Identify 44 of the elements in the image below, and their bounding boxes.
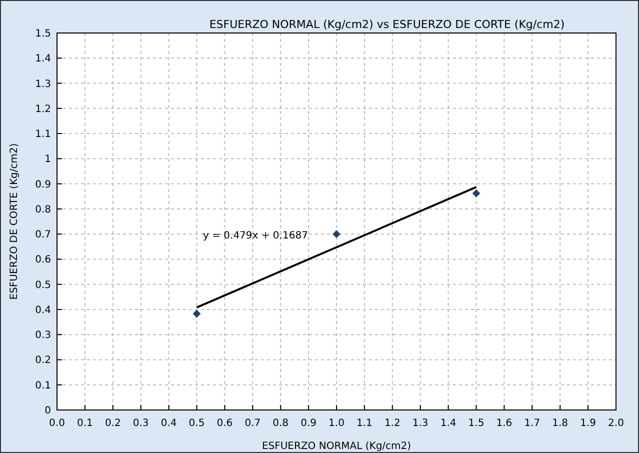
x-tick-label: 0.8 (272, 418, 289, 429)
y-tick-label: 0.8 (35, 204, 51, 216)
y-tick-label: 1.5 (35, 28, 51, 40)
y-tick-label: 1.1 (35, 129, 51, 140)
y-axis-title: ESFUERZO DE CORTE (Kg/cm2) (9, 143, 20, 300)
y-tick-label: 1.2 (35, 104, 51, 115)
x-axis-title: ESFUERZO NORMAL (Kg/cm2) (262, 441, 412, 452)
annotation: y = 0.479x + 0.1687 (203, 230, 308, 242)
x-tick-label: 0.5 (188, 418, 205, 429)
point (472, 189, 480, 198)
x-tick-label: 1.3 (412, 418, 428, 429)
y-tick-label: 1 (44, 154, 51, 166)
x-tick-label: 1.2 (384, 418, 400, 429)
x-tick-label: 1.4 (440, 418, 456, 429)
point (192, 310, 201, 318)
x-tick-label: 1.0 (328, 418, 344, 429)
x-tick-label: 1.5 (468, 418, 484, 429)
x-tick-label: 1.8 (552, 418, 568, 429)
x-tick-label: 1.9 (580, 418, 596, 429)
y-tick-label: 1.4 (35, 54, 51, 65)
x-tick-label: 0.4 (160, 418, 177, 429)
y-tick-label: 0.5 (35, 280, 51, 291)
x-tick-label: 1.7 (524, 418, 540, 429)
y-tick-label: 0.4 (35, 304, 51, 316)
x-tick-label: 0.7 (244, 418, 261, 429)
x-tick-label: 0.0 (49, 418, 65, 429)
x-tick-label: 0.9 (300, 418, 317, 429)
y-tick-label: 0.6 (35, 254, 51, 266)
y-tick-label: 0.1 (35, 380, 51, 392)
y-tick-label: 0.3 (35, 330, 51, 342)
y-tick-label: 0.7 (35, 230, 51, 241)
x-tick-label: 0.3 (132, 418, 149, 429)
y-tick-label: 0.9 (35, 179, 51, 190)
x-tick-label: 2.0 (608, 418, 624, 429)
y-tick-label: 0.2 (35, 355, 51, 366)
x-tick-label: 1.1 (356, 418, 372, 429)
x-tick-label: 0.6 (216, 418, 233, 429)
y-tick-label: 0 (44, 406, 51, 416)
y-tick-label: 1.3 (35, 78, 51, 90)
x-tick-label: 1.6 (496, 418, 512, 429)
x-tick-label: 0.1 (76, 418, 93, 429)
point (332, 230, 340, 238)
chart-title: ESFUERZO NORMAL (Kg/cm2) vs ESFUERZO DE CORTE (Kg/cm2) (209, 18, 565, 31)
x-tick-label: 0.2 (104, 418, 121, 429)
